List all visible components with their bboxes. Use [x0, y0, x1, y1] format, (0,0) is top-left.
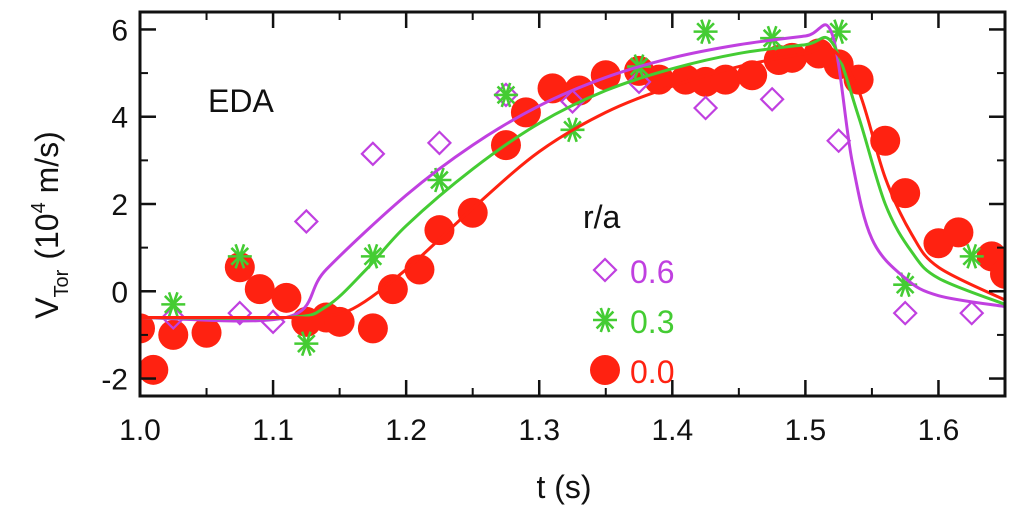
y-axis-label-units-prefix: (10	[29, 213, 65, 259]
x-tick-label: 1.4	[651, 414, 693, 447]
data-point-asterisk	[227, 243, 252, 269]
y-axis-label-units-suffix: m/s)	[29, 131, 65, 202]
data-point-diamond	[826, 128, 852, 154]
data-point-asterisk	[294, 331, 319, 357]
data-points	[140, 19, 1005, 385]
data-point-circle	[191, 317, 222, 348]
data-point-circle	[158, 319, 189, 350]
data-point-diamond	[160, 304, 186, 331]
data-point-asterisk	[959, 243, 984, 269]
data-point-diamond	[227, 300, 253, 326]
y-tick-label: 6	[111, 14, 128, 47]
fit-curves	[140, 23, 1005, 323]
data-point-circle	[377, 274, 408, 305]
fit-curve	[140, 35, 1005, 320]
fit-curve	[140, 45, 1005, 320]
data-point-diamond	[360, 141, 386, 167]
data-point-asterisk	[360, 243, 385, 269]
data-point-asterisk	[693, 19, 718, 45]
legend-marker-circle	[590, 355, 620, 385]
data-point-asterisk	[161, 291, 186, 317]
plot-frame	[138, 10, 1007, 398]
legend-marker-asterisk	[593, 307, 617, 333]
legend-marker-diamond	[592, 257, 618, 283]
axis-ticks	[138, 12, 1005, 396]
legend: r/a 0.6 0.3 0.0	[583, 199, 674, 390]
data-point-diamond	[293, 208, 319, 235]
data-point-circle	[271, 282, 302, 313]
legend-label: 0.6	[630, 254, 674, 290]
data-point-circle	[457, 197, 488, 228]
y-axis-label-subscript: Tor	[51, 269, 73, 297]
chart-annotation: EDA	[208, 83, 274, 119]
legend-label: 0.3	[630, 304, 674, 340]
fit-curve	[140, 23, 1005, 323]
x-tick-label: 1.6	[918, 414, 960, 447]
x-tick-label: 1.1	[252, 414, 294, 447]
data-point-diamond	[759, 86, 785, 112]
y-axis-label: VTor (104 m/s)	[28, 131, 73, 319]
data-point-circle	[777, 42, 808, 73]
data-point-circle	[890, 178, 921, 209]
data-point-diamond	[493, 82, 519, 108]
x-tick-label: 1.2	[385, 414, 427, 447]
data-point-diamond	[426, 130, 452, 156]
data-point-diamond	[626, 69, 652, 95]
x-tick-label: 1.5	[785, 414, 827, 447]
data-point-diamond	[693, 95, 719, 121]
data-point-asterisk	[427, 167, 452, 193]
y-tick-label: 0	[111, 276, 128, 309]
data-point-asterisk	[493, 82, 518, 108]
tick-labels: 1.0 1.1 1.2 1.3 1.4 1.5 1.6 -2 0 2 4 6	[101, 14, 959, 447]
data-point-diamond	[959, 300, 985, 326]
data-point-circle	[404, 254, 435, 285]
x-axis-label: t (s)	[536, 469, 591, 505]
data-point-circle	[737, 60, 768, 91]
x-tick-label: 1.0	[119, 414, 161, 447]
y-tick-label: -2	[101, 364, 128, 397]
data-point-diamond	[892, 300, 918, 326]
data-point-circle	[590, 60, 621, 91]
data-point-diamond	[260, 309, 286, 335]
x-tick-label: 1.3	[518, 414, 560, 447]
data-point-circle	[870, 125, 901, 156]
data-point-circle	[990, 258, 1005, 289]
data-point-circle	[244, 274, 275, 305]
data-point-circle	[424, 215, 455, 246]
data-point-circle	[224, 252, 255, 283]
legend-label: 0.0	[630, 354, 674, 390]
legend-title: r/a	[583, 199, 621, 235]
y-axis-label-main: V	[29, 297, 65, 319]
y-axis-label-exponent: 4	[28, 202, 50, 213]
data-point-circle	[140, 354, 169, 385]
data-point-circle	[357, 313, 388, 344]
data-point-circle	[943, 217, 974, 248]
svg-text:VTor(104 m/s): VTor (104 m/s)	[28, 131, 73, 319]
data-point-diamond	[559, 88, 586, 115]
y-tick-label: 2	[111, 189, 128, 222]
y-tick-label: 4	[111, 102, 128, 135]
